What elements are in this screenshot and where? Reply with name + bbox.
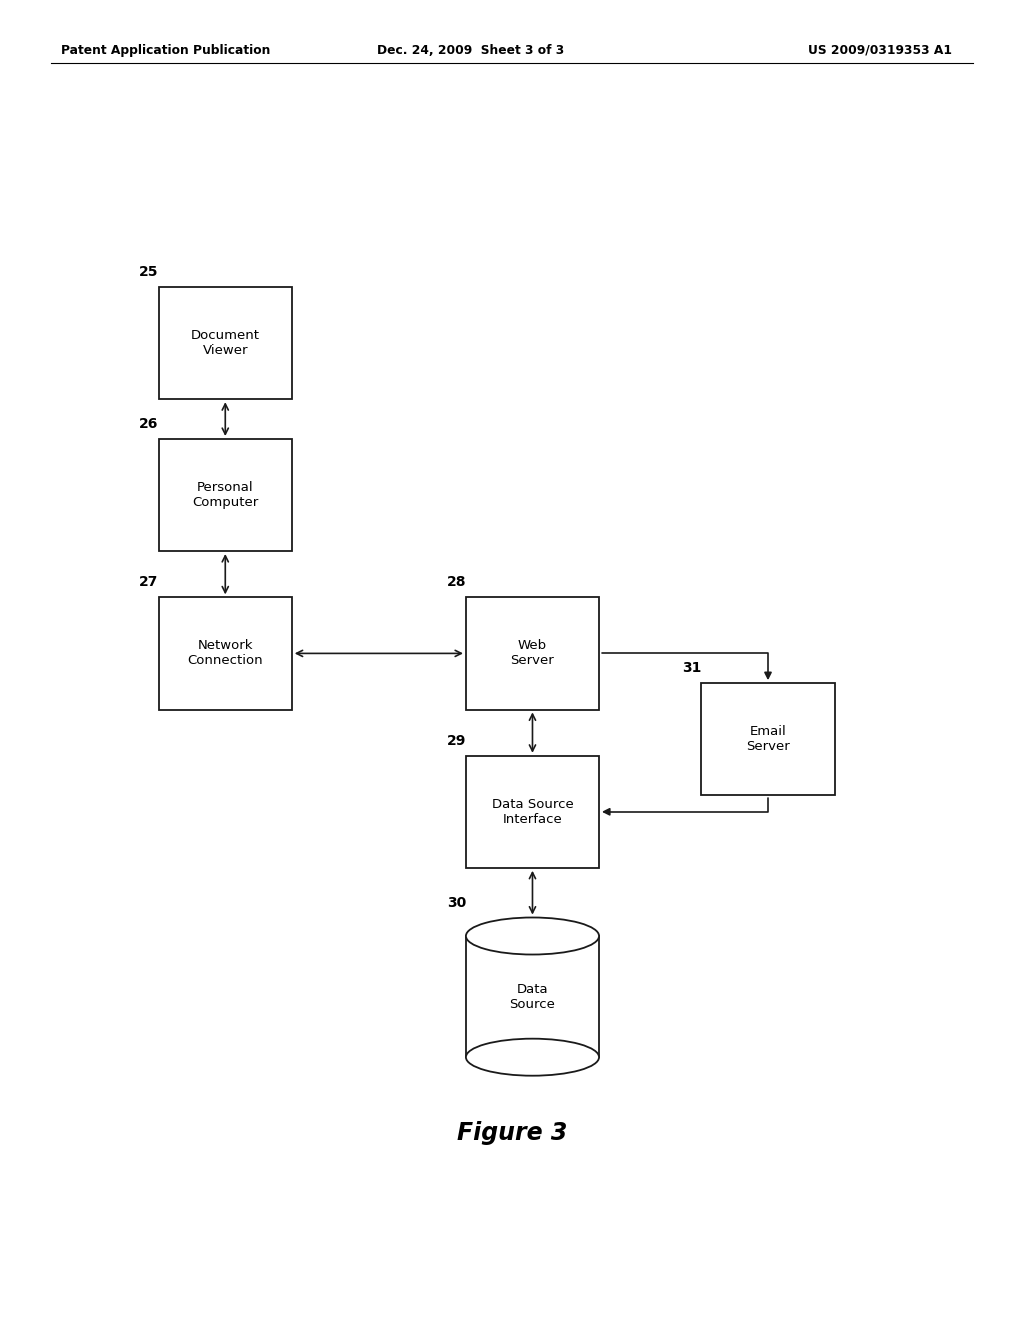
FancyBboxPatch shape bbox=[466, 755, 599, 869]
Text: Network
Connection: Network Connection bbox=[187, 639, 263, 668]
Text: Figure 3: Figure 3 bbox=[457, 1121, 567, 1144]
FancyBboxPatch shape bbox=[466, 936, 599, 1057]
Text: 29: 29 bbox=[446, 734, 466, 747]
FancyBboxPatch shape bbox=[466, 597, 599, 710]
Text: Data
Source: Data Source bbox=[510, 982, 555, 1011]
Text: Data Source
Interface: Data Source Interface bbox=[492, 797, 573, 826]
Text: US 2009/0319353 A1: US 2009/0319353 A1 bbox=[808, 44, 952, 57]
FancyBboxPatch shape bbox=[159, 288, 292, 399]
FancyBboxPatch shape bbox=[159, 438, 292, 552]
Text: 31: 31 bbox=[682, 661, 701, 676]
Text: 30: 30 bbox=[446, 895, 466, 909]
Text: 27: 27 bbox=[139, 576, 159, 589]
Ellipse shape bbox=[466, 1039, 599, 1076]
Text: 28: 28 bbox=[446, 576, 466, 589]
Ellipse shape bbox=[466, 917, 599, 954]
FancyBboxPatch shape bbox=[701, 682, 835, 795]
Text: Web
Server: Web Server bbox=[511, 639, 554, 668]
Text: Dec. 24, 2009  Sheet 3 of 3: Dec. 24, 2009 Sheet 3 of 3 bbox=[378, 44, 564, 57]
Text: Email
Server: Email Server bbox=[746, 725, 790, 754]
Text: 26: 26 bbox=[139, 417, 159, 430]
Text: Patent Application Publication: Patent Application Publication bbox=[61, 44, 270, 57]
Text: 25: 25 bbox=[139, 265, 159, 280]
Text: Document
Viewer: Document Viewer bbox=[190, 329, 260, 358]
FancyBboxPatch shape bbox=[159, 597, 292, 710]
Text: Personal
Computer: Personal Computer bbox=[193, 480, 258, 510]
